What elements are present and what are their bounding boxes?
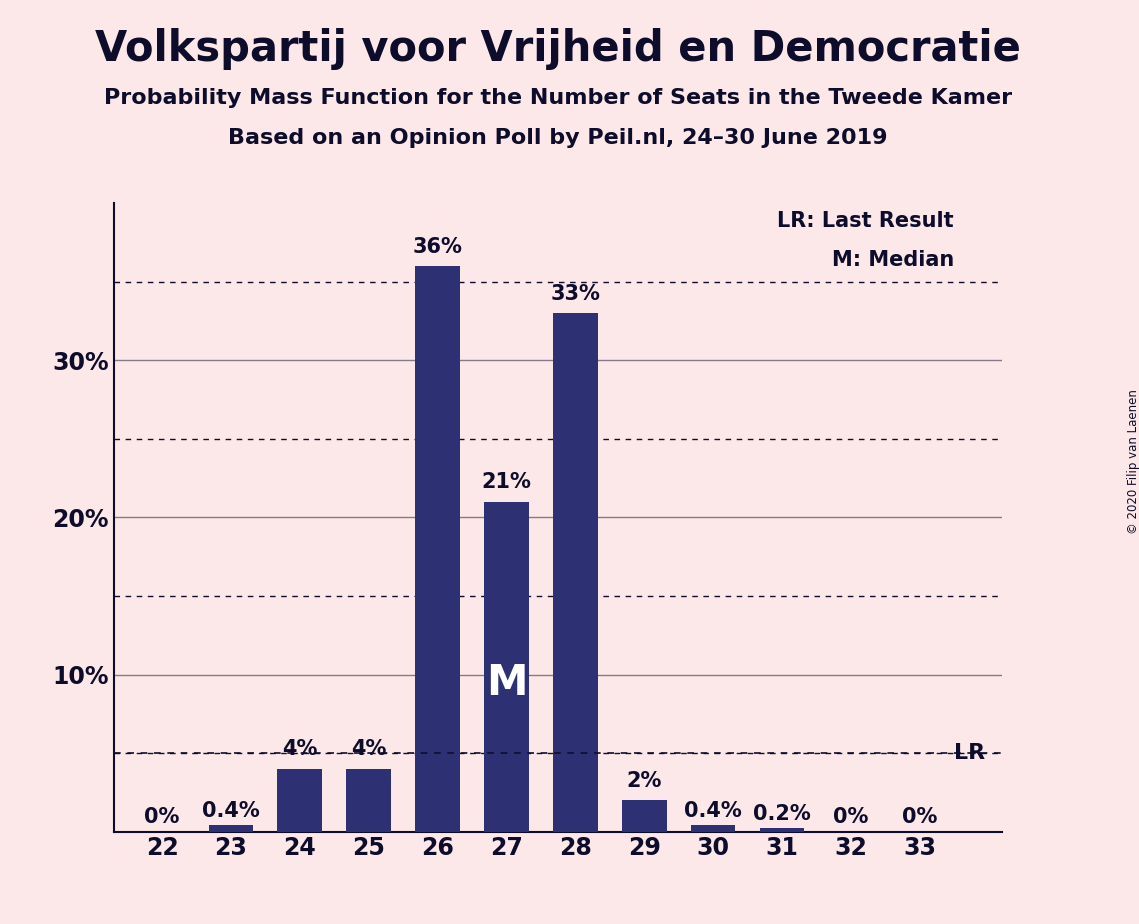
Text: 0%: 0% bbox=[833, 807, 869, 827]
Text: 0.4%: 0.4% bbox=[685, 800, 741, 821]
Bar bbox=[484, 502, 528, 832]
Text: 0.2%: 0.2% bbox=[753, 804, 811, 824]
Text: 36%: 36% bbox=[412, 237, 462, 257]
Text: 0%: 0% bbox=[145, 807, 180, 827]
Bar bbox=[760, 829, 804, 832]
Bar bbox=[346, 769, 391, 832]
Bar bbox=[622, 800, 666, 832]
Text: M: M bbox=[485, 663, 527, 704]
Text: 0%: 0% bbox=[902, 807, 937, 827]
Bar bbox=[552, 313, 598, 832]
Text: © 2020 Filip van Laenen: © 2020 Filip van Laenen bbox=[1126, 390, 1139, 534]
Text: LR: LR bbox=[954, 743, 985, 763]
Text: M: Median: M: Median bbox=[831, 250, 954, 271]
Text: Volkspartij voor Vrijheid en Democratie: Volkspartij voor Vrijheid en Democratie bbox=[96, 28, 1021, 69]
Text: LR: Last Result: LR: Last Result bbox=[778, 211, 954, 231]
Text: 33%: 33% bbox=[550, 284, 600, 304]
Bar bbox=[416, 266, 460, 832]
Text: Based on an Opinion Poll by Peil.nl, 24–30 June 2019: Based on an Opinion Poll by Peil.nl, 24–… bbox=[228, 128, 888, 148]
Text: 4%: 4% bbox=[351, 739, 386, 760]
Text: 0.4%: 0.4% bbox=[202, 800, 260, 821]
Text: 2%: 2% bbox=[626, 771, 662, 791]
Text: 4%: 4% bbox=[282, 739, 318, 760]
Text: Probability Mass Function for the Number of Seats in the Tweede Kamer: Probability Mass Function for the Number… bbox=[104, 88, 1013, 108]
Bar bbox=[278, 769, 322, 832]
Bar bbox=[208, 825, 253, 832]
Text: 21%: 21% bbox=[482, 472, 532, 492]
Bar bbox=[690, 825, 736, 832]
